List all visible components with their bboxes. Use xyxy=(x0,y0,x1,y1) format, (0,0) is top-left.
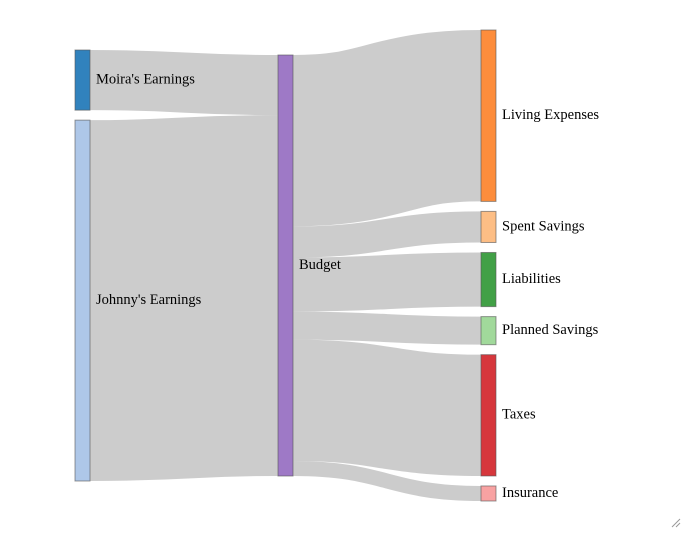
node xyxy=(480,210,497,243)
resize-handle xyxy=(671,518,681,528)
link xyxy=(292,252,482,312)
nodes: Moira's Earnings Johnny's Earnings Budget L… xyxy=(74,29,599,502)
links xyxy=(89,30,483,501)
node xyxy=(480,251,497,308)
node xyxy=(480,316,497,346)
node-label: Johnny's Earnings xyxy=(96,292,202,308)
node-label: Liabilities xyxy=(502,271,561,287)
link xyxy=(292,339,482,476)
node-label: Living Expenses xyxy=(502,107,599,123)
node xyxy=(480,354,497,477)
node xyxy=(480,29,497,202)
node-label: Insurance xyxy=(502,485,558,501)
node-label: Moira's Earnings xyxy=(96,71,195,87)
node xyxy=(74,49,91,111)
link xyxy=(292,460,482,501)
link xyxy=(291,30,483,227)
node xyxy=(74,119,91,482)
node xyxy=(277,54,294,477)
node-label: Taxes xyxy=(502,407,536,423)
link xyxy=(292,211,482,258)
node-label: Planned Savings xyxy=(502,322,599,338)
node-label: Spent Savings xyxy=(502,218,585,234)
node xyxy=(480,485,497,502)
node-label: Budget xyxy=(299,257,341,273)
link xyxy=(89,49,279,116)
link xyxy=(89,115,279,481)
link xyxy=(292,311,482,345)
